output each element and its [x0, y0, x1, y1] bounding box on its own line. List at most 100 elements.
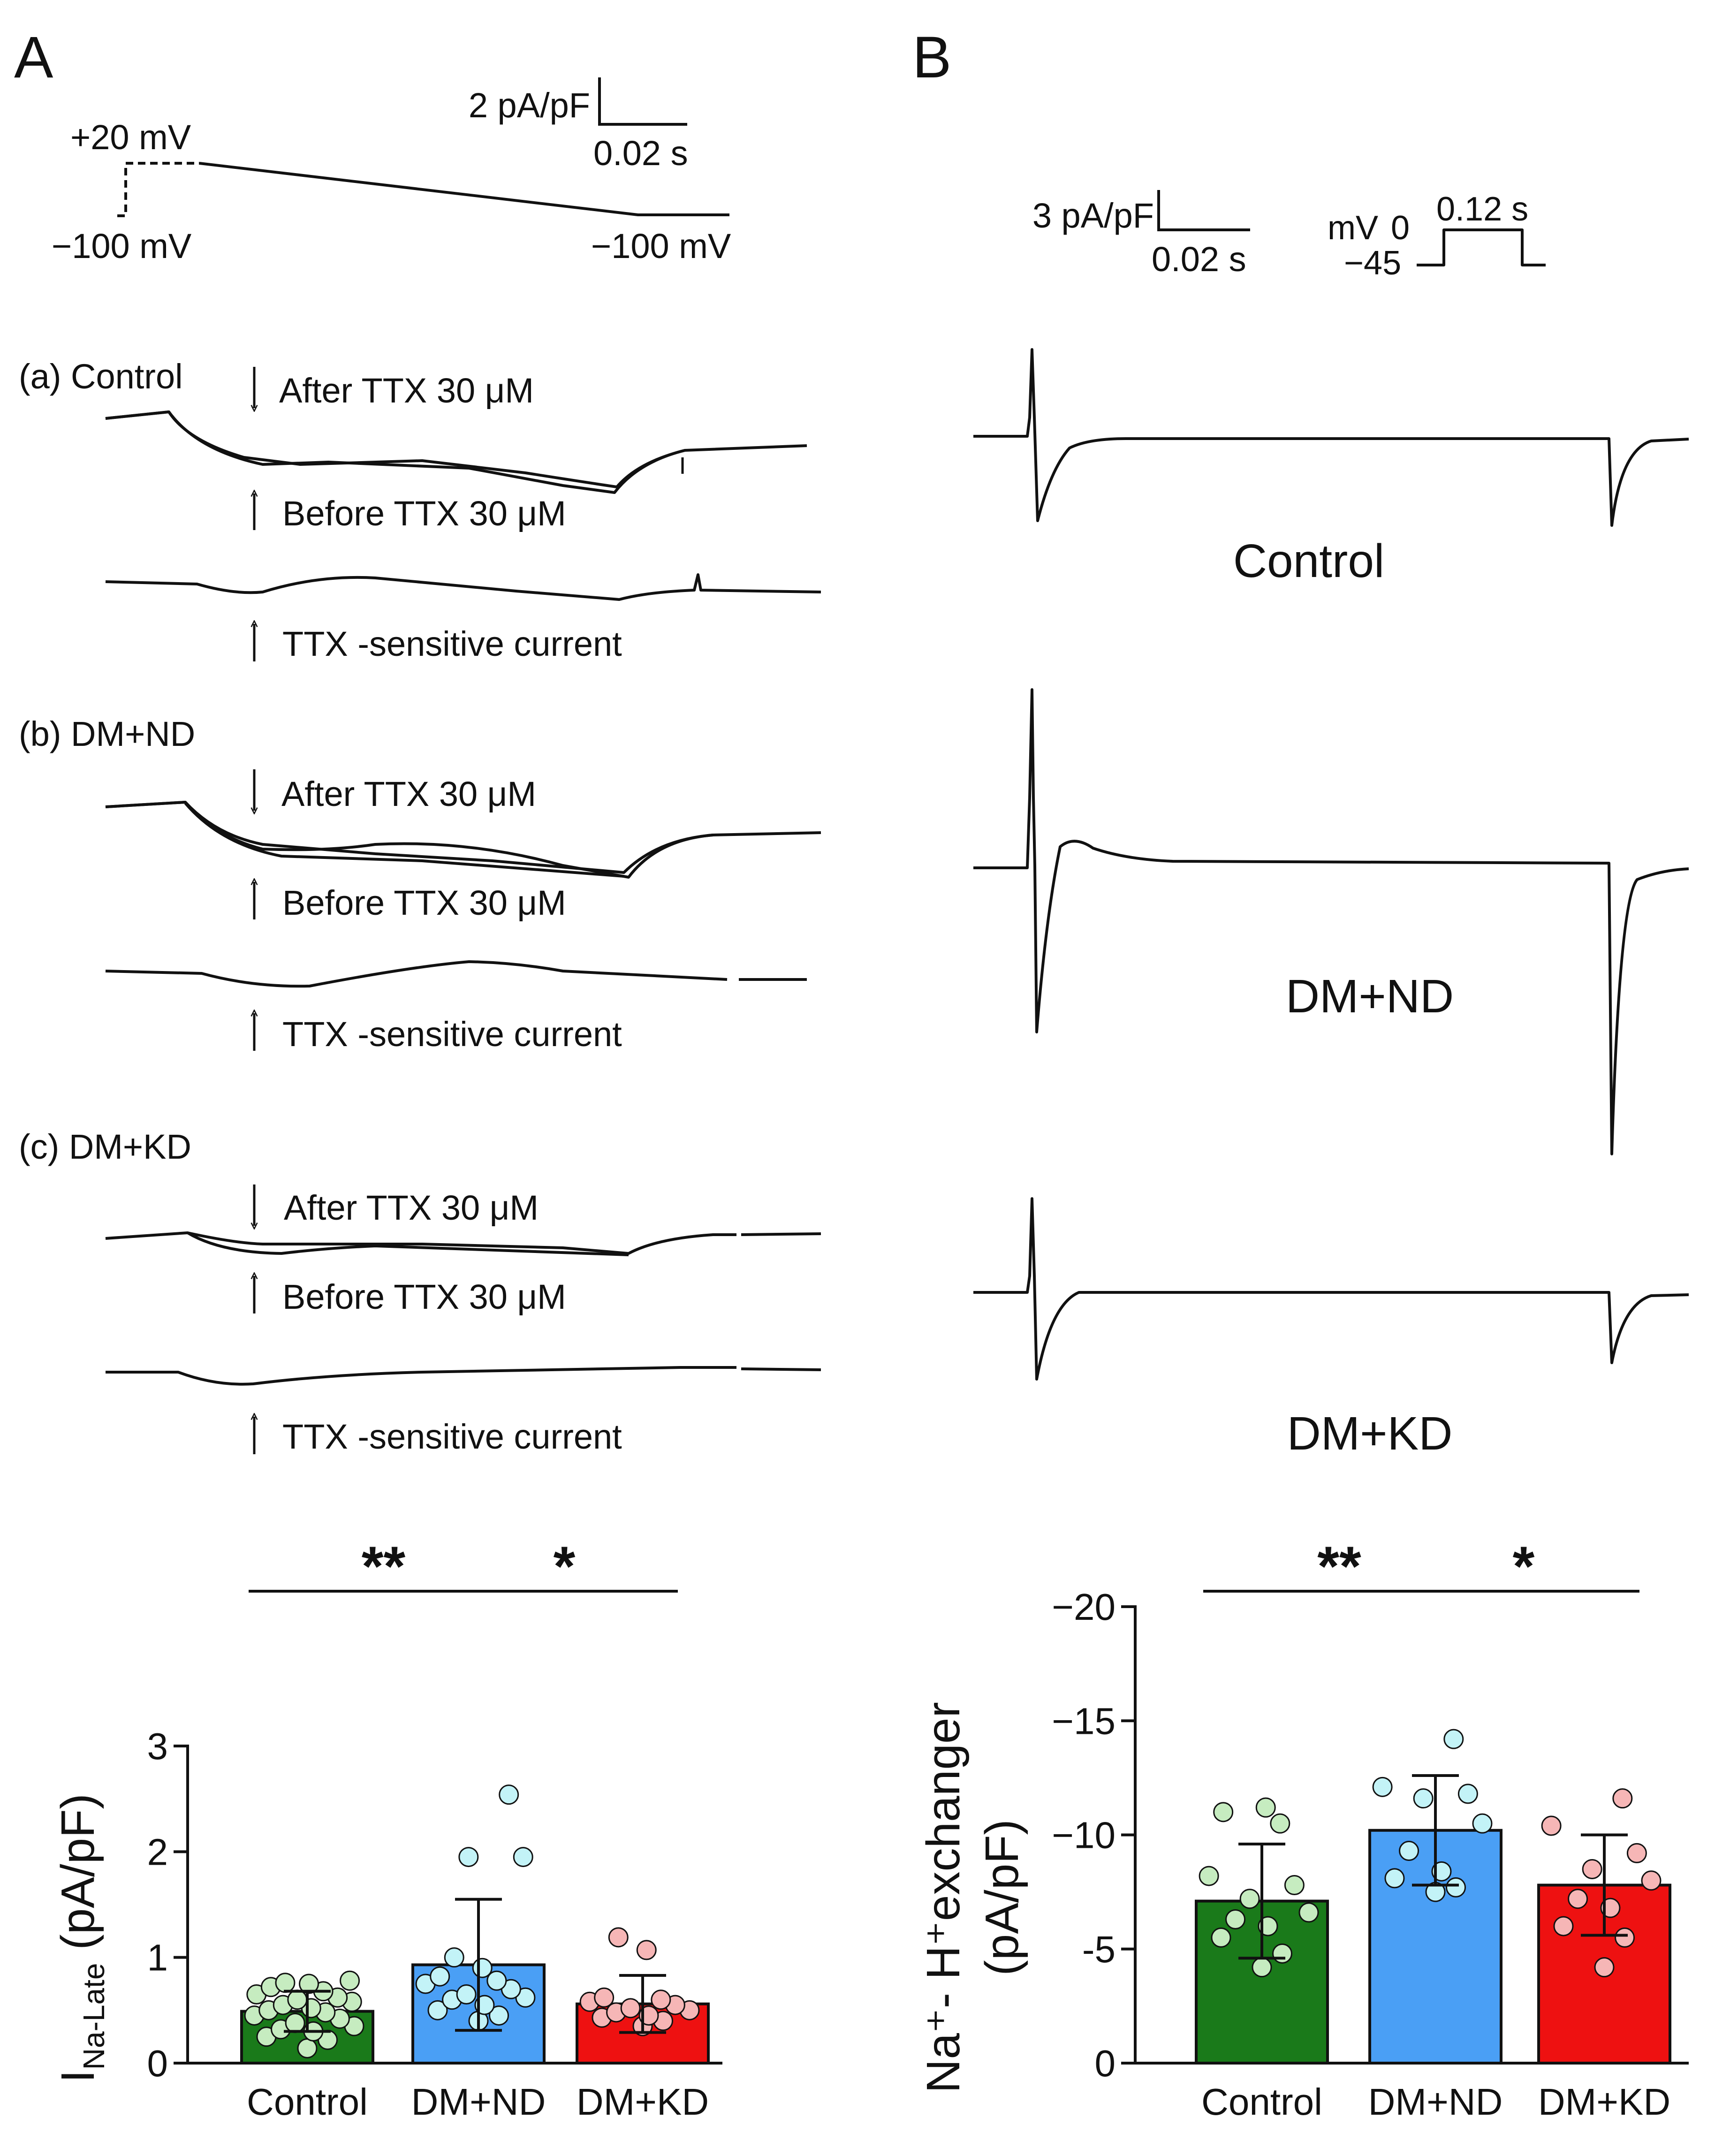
- data-point: [1615, 1927, 1635, 1948]
- protocol-base-voltage: −45: [1344, 244, 1401, 282]
- panel-a-scale-x-label: 0.02 s: [593, 134, 688, 173]
- x-category-label: Control: [1201, 2081, 1322, 2123]
- significance-marker: **: [1317, 1535, 1361, 1598]
- data-point: [651, 1989, 671, 2010]
- after-ttx-label: After TTX 30 μM: [284, 1188, 539, 1227]
- after-ttx-label: After TTX 30 μM: [279, 371, 534, 410]
- x-category-label: Control: [247, 2081, 368, 2123]
- data-point: [1472, 1813, 1493, 1834]
- significance-marker: **: [362, 1535, 406, 1598]
- y-tick-label: −10: [1052, 1814, 1116, 1856]
- y-tick-label: −15: [1052, 1700, 1116, 1742]
- y-tick-label: 2: [147, 1831, 168, 1873]
- y-tick-label: 1: [147, 1937, 168, 1979]
- data-point: [1443, 1729, 1464, 1749]
- data-point: [1582, 1859, 1602, 1879]
- data-point: [1553, 1916, 1574, 1936]
- panel-a-voltage-protocol: +20 mV −100 mV −100 mV: [52, 118, 731, 266]
- trace-label: Control: [1233, 535, 1384, 587]
- trace-before-ttx: [105, 410, 685, 494]
- before-ttx-label: Before TTX 30 μM: [282, 494, 566, 533]
- trace-label: DM+ND: [1286, 970, 1454, 1023]
- data-point: [1457, 1784, 1478, 1804]
- significance-marker: *: [554, 1535, 576, 1598]
- data-point: [1446, 1877, 1466, 1898]
- data-point: [1211, 1927, 1231, 1948]
- after-ttx-label: After TTX 30 μM: [281, 774, 536, 813]
- data-point: [1641, 1870, 1662, 1891]
- trace-label: DM+KD: [1287, 1407, 1453, 1460]
- panel-b-trace-dm-kd: DM+KD: [973, 1197, 1689, 1460]
- data-point: [636, 1940, 657, 1960]
- protocol-end-voltage: −100 mV: [591, 227, 731, 266]
- panel-b-trace-dm-nd: DM+ND: [973, 688, 1689, 1155]
- trace-ttx-sensitive: [105, 960, 807, 988]
- protocol-step-voltage: +20 mV: [70, 118, 191, 157]
- trace-after-ttx: [105, 1231, 821, 1255]
- data-point: [1284, 1875, 1305, 1896]
- x-category-label: DM+ND: [411, 2081, 546, 2123]
- data-point: [1270, 1813, 1290, 1834]
- panel-b-voltage-protocol: mV 0 −45 0.12 s: [1328, 190, 1546, 282]
- data-point: [1594, 1957, 1615, 1978]
- panel-b-letter: B: [912, 25, 951, 90]
- data-point: [1255, 1797, 1276, 1818]
- y-axis-label-line2: (pA/pF): [976, 1819, 1028, 1975]
- data-point: [1399, 1841, 1419, 1861]
- data-point: [1372, 1776, 1393, 1797]
- panel-a-section-control: (a) Control After TTX 30 μM Before TTX 3…: [19, 357, 821, 663]
- ttx-sensitive-label: TTX -sensitive current: [282, 1417, 622, 1456]
- panel-b-scale-x-label: 0.02 s: [1152, 240, 1246, 279]
- chart-nhe: Na⁺- H⁺exchanger (pA/pF) 0 -5 −10 −15 −20 Con…: [917, 1535, 1689, 2123]
- data-point: [1626, 1843, 1647, 1863]
- y-axis-label: INa-Late (pA/pF): [52, 1793, 111, 2083]
- data-point: [340, 1970, 360, 1991]
- data-point: [1413, 1788, 1434, 1809]
- trace-ttx-sensitive: [106, 1366, 821, 1386]
- data-point: [1568, 1889, 1588, 1909]
- trace-after-ttx: [105, 410, 807, 488]
- y-tick-label: 0: [1095, 2042, 1116, 2084]
- data-point: [1252, 1957, 1272, 1978]
- section-label: (c) DM+KD: [19, 1127, 191, 1166]
- x-category-label: DM+KD: [577, 2081, 709, 2123]
- data-point: [1272, 1943, 1293, 1964]
- data-point: [1384, 1868, 1405, 1889]
- before-ttx-label: Before TTX 30 μM: [282, 883, 566, 922]
- before-ttx-label: Before TTX 30 μM: [282, 1277, 566, 1316]
- y-tick-label: -5: [1082, 1928, 1116, 1970]
- trace-before-ttx: [105, 801, 713, 879]
- y-tick-label: −20: [1052, 1586, 1116, 1628]
- panel-a-scale-y-label: 2 pA/pF: [469, 86, 590, 125]
- panel-a-scale-bar: 2 pA/pF 0.02 s: [469, 77, 688, 173]
- data-point: [458, 1847, 479, 1868]
- protocol-unit: mV: [1328, 209, 1378, 247]
- data-point: [486, 1970, 507, 1991]
- y-tick-label: 0: [147, 2042, 168, 2084]
- data-point: [1239, 1889, 1260, 1909]
- trace-ttx-sensitive: [105, 573, 821, 601]
- data-point: [1213, 1802, 1234, 1822]
- data-point: [1541, 1815, 1562, 1836]
- section-label: (b) DM+ND: [19, 714, 195, 753]
- data-point: [299, 1974, 319, 1994]
- data-point: [620, 1998, 641, 2019]
- data-point: [275, 1973, 296, 1993]
- significance-marker: *: [1513, 1535, 1535, 1598]
- data-point: [285, 2012, 305, 2033]
- panel-b-trace-control: Control: [973, 348, 1689, 587]
- trace-before-ttx: [187, 1231, 629, 1256]
- data-point: [489, 2005, 509, 2026]
- data-point: [456, 1984, 477, 2005]
- panel-a-section-dm-kd: (c) DM+KD After TTX 30 μM Before TTX 30 …: [19, 1127, 821, 1456]
- data-point: [499, 1784, 519, 1805]
- data-point: [1225, 1909, 1246, 1930]
- y-tick-label: 3: [147, 1725, 168, 1767]
- x-category-label: DM+KD: [1538, 2081, 1670, 2123]
- protocol-top-voltage: 0: [1391, 209, 1410, 247]
- protocol-hold-voltage: −100 mV: [52, 227, 192, 266]
- data-point: [1199, 1866, 1219, 1886]
- data-point: [513, 1847, 533, 1868]
